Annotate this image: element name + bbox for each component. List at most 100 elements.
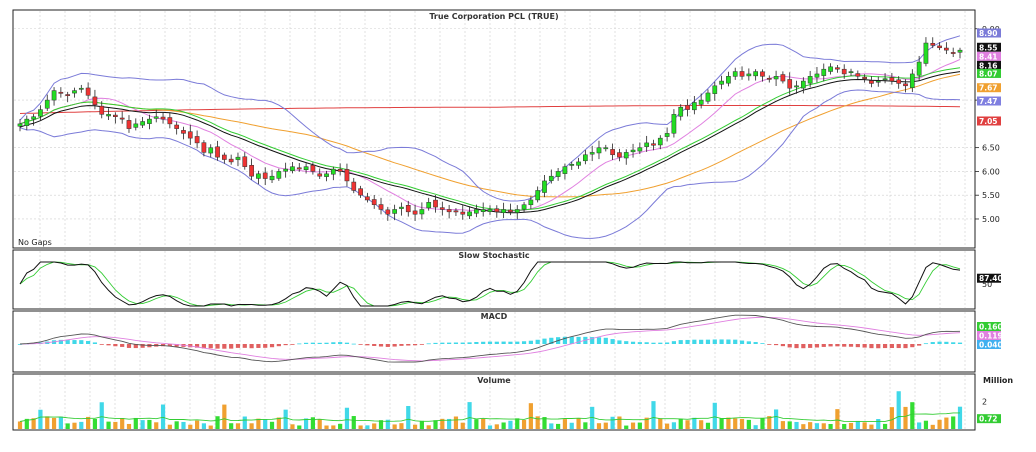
volume-bar — [862, 422, 867, 429]
macd-histogram-bar — [814, 344, 820, 348]
price-tick-label: 5.00 — [982, 215, 1000, 224]
macd-histogram-bar — [515, 341, 520, 344]
volume-tick-label: 2 — [982, 398, 987, 407]
macd-histogram-bar — [685, 339, 690, 344]
macd-histogram-bar — [882, 344, 888, 349]
macd-histogram-bar — [535, 339, 540, 344]
candle-body — [126, 120, 132, 129]
macd-histogram-bar — [508, 341, 513, 344]
macd-histogram-bar — [549, 337, 554, 344]
volume-bar — [406, 406, 411, 429]
volume-bar — [773, 409, 779, 429]
candle-body — [187, 131, 193, 139]
volume-bar — [447, 418, 452, 429]
stochastic-badge: 87.40 — [979, 274, 1003, 283]
macd-histogram-bar — [447, 342, 452, 344]
stochastic-k-line — [19, 261, 961, 307]
macd-histogram-bar — [733, 339, 738, 344]
volume-bar — [910, 402, 915, 429]
volume-bar — [208, 425, 213, 429]
candle-body — [555, 171, 561, 177]
volume-bar — [814, 423, 820, 429]
volume-bar — [658, 418, 663, 429]
volume-bar — [951, 416, 956, 429]
macd-histogram-bar — [338, 342, 343, 344]
volume-bar — [760, 418, 765, 429]
candle-body — [208, 147, 214, 154]
candle-body — [657, 137, 663, 146]
candle-body — [896, 79, 902, 84]
candle-body — [44, 99, 50, 109]
price-badge: 7.67 — [979, 84, 998, 93]
candle-body — [630, 149, 636, 153]
macd-histogram-bar — [324, 342, 329, 344]
volume-bar — [433, 420, 438, 429]
price-badge-bg — [977, 42, 1001, 52]
volume-bar — [917, 422, 922, 429]
volume-title: Volume — [477, 376, 511, 385]
candle-body — [623, 152, 629, 159]
candle-body — [174, 124, 180, 129]
lower-layer — [17, 261, 963, 429]
macd-histogram-bar — [399, 344, 404, 346]
candle-body — [85, 87, 91, 96]
volume-bar — [637, 422, 642, 429]
volume-bar — [678, 418, 683, 429]
volume-bar — [229, 423, 234, 429]
volume-bar — [528, 403, 533, 429]
macd-histogram-bar — [222, 344, 227, 349]
volume-bar — [535, 416, 540, 429]
volume-bar — [269, 421, 275, 429]
macd-histogram-bar — [937, 341, 942, 344]
macd-histogram-bar — [433, 342, 438, 344]
macd-histogram-bar — [753, 342, 758, 344]
candle-body — [262, 172, 268, 179]
macd-histogram-bar — [133, 344, 138, 349]
price-tick-label: 5.50 — [982, 191, 1000, 200]
macd-histogram-bar — [249, 344, 254, 349]
macd-histogram-bar — [576, 336, 581, 344]
candle-body — [106, 114, 111, 117]
price-tick-label: 6.50 — [982, 144, 1000, 153]
candle-body — [51, 90, 57, 101]
volume-bar — [889, 407, 894, 429]
volume-bar — [699, 420, 704, 429]
macd-histogram-bar — [195, 344, 200, 348]
candle-body — [950, 52, 956, 54]
macd-histogram-bar — [794, 344, 799, 349]
macd-histogram-bar — [957, 342, 963, 344]
candle-body — [637, 147, 643, 152]
macd-histogram-bar — [876, 344, 881, 349]
volume-bar — [140, 420, 145, 429]
candle-body — [392, 209, 397, 214]
bollinger-lower-line — [19, 89, 961, 239]
macd-histogram-bar — [79, 340, 84, 344]
candle-body — [569, 164, 575, 166]
volume-bar — [399, 423, 404, 429]
volume-bar — [426, 425, 431, 429]
volume-bar — [412, 424, 418, 429]
volume-bar — [617, 416, 622, 429]
macd-histogram-bar — [767, 344, 772, 345]
macd-histogram-bar — [521, 341, 527, 344]
volume-badge-bg — [977, 414, 1001, 424]
candle-body — [841, 68, 847, 75]
price-badge-bg — [977, 96, 1001, 106]
macd-histogram-bar — [590, 337, 595, 344]
volume-bar — [351, 416, 356, 429]
macd-histogram-bar — [106, 344, 111, 346]
macd-histogram-bar — [910, 344, 915, 348]
macd-histogram-bar — [269, 344, 275, 348]
macd-histogram-bar — [242, 344, 247, 348]
volume-bar — [385, 419, 390, 429]
candle-body — [698, 99, 704, 105]
volume-bar — [808, 422, 813, 429]
macd-histogram-bar — [862, 344, 867, 348]
macd-panel — [12, 310, 976, 373]
candle-body — [92, 96, 98, 106]
candle-body — [875, 80, 881, 83]
candle-body — [222, 154, 227, 160]
macd-histogram-bar — [99, 344, 104, 345]
volume-bar — [365, 425, 370, 429]
candle-body — [317, 173, 323, 177]
